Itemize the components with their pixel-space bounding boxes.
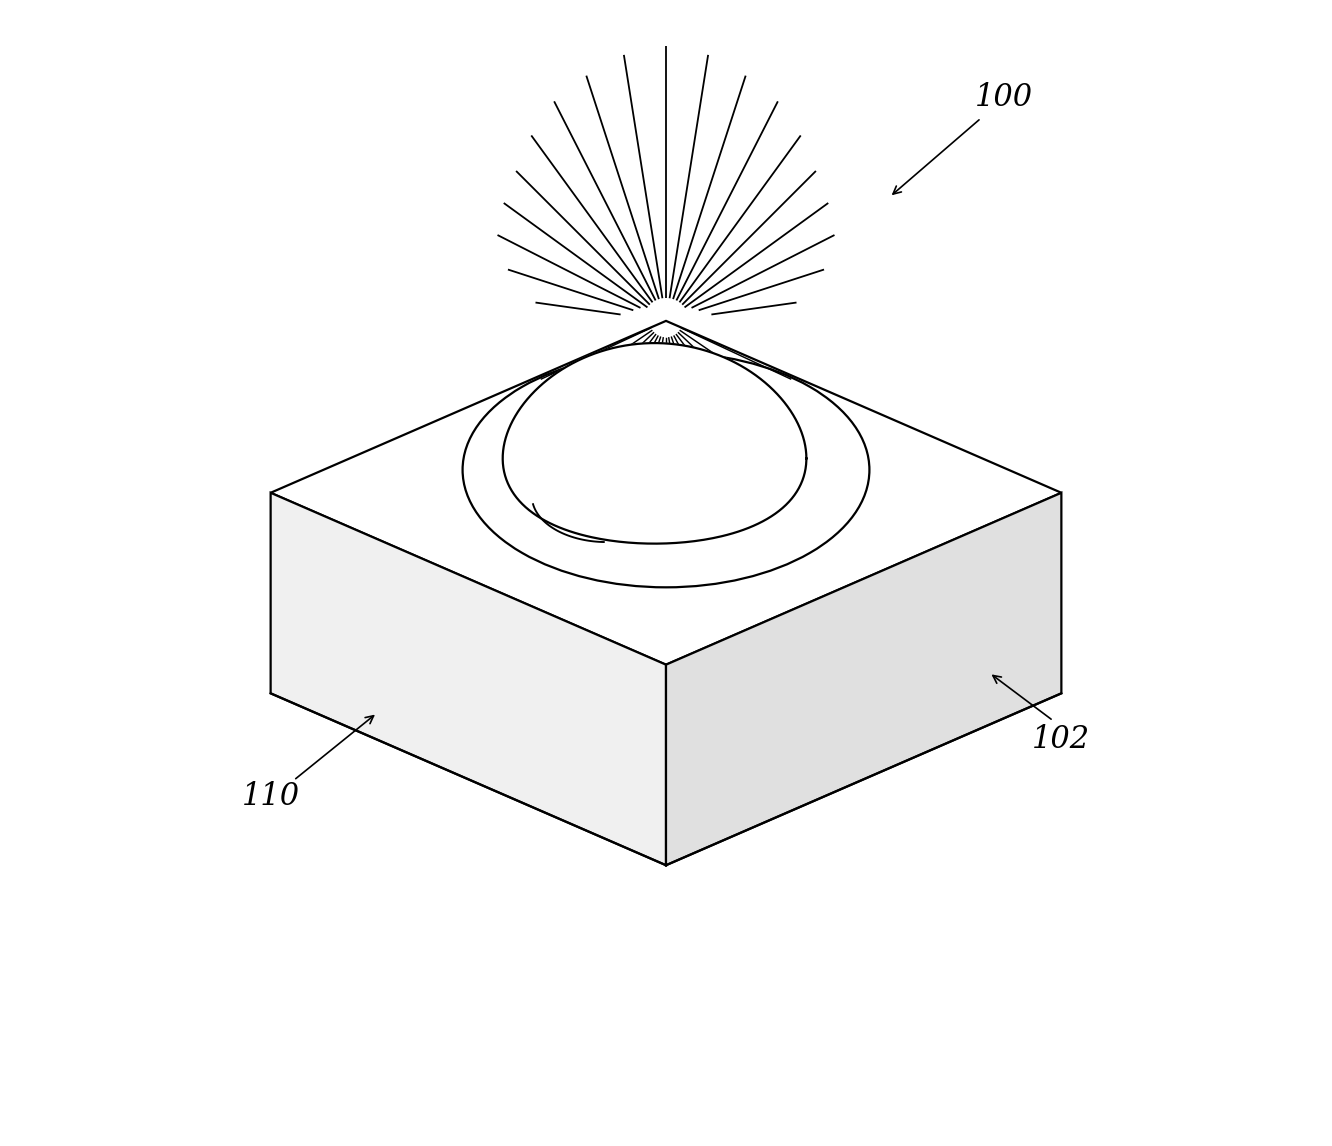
Polygon shape	[502, 343, 806, 543]
Polygon shape	[666, 493, 1062, 865]
Text: 102: 102	[1032, 723, 1091, 755]
Ellipse shape	[462, 353, 870, 587]
Text: 100: 100	[975, 81, 1034, 113]
Text: 110: 110	[241, 780, 300, 813]
Polygon shape	[270, 493, 666, 865]
Polygon shape	[270, 321, 1062, 665]
